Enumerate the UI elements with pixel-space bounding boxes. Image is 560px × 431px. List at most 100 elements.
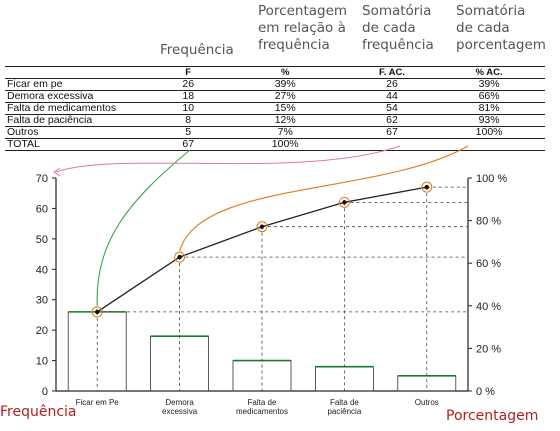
right-axis-tick-label: 80 %: [476, 216, 501, 228]
somatoria-porcentagem-line-2: de cada: [456, 20, 510, 36]
somatoria-frequencia-header: Somatória de cada frequência: [362, 3, 434, 54]
bar-outline: [150, 335, 210, 392]
table-cell: 27%: [219, 90, 351, 103]
right-axis-tick-label: 0 %: [476, 386, 495, 398]
right-axis-tick-label: 20 %: [476, 343, 501, 355]
table-header-row: F % F. AC. % AC.: [5, 66, 545, 79]
table-header-cell: F: [156, 66, 220, 79]
table-total-row: TOTAL 67 100%: [5, 138, 545, 151]
annotation-curves: [53, 145, 469, 306]
annotation-arrowhead: [53, 167, 61, 177]
table-cell: Outros: [5, 126, 157, 139]
table-cell: Demora excessiva: [5, 90, 157, 103]
cumulative-point: [424, 184, 429, 190]
table-cell: 54: [350, 102, 434, 115]
left-axis-tick-label: 10: [36, 356, 48, 368]
annotation-curve-orange: [179, 145, 469, 252]
table-cell: 39%: [219, 78, 351, 91]
left-axis-tick-label: 30: [36, 295, 48, 307]
somatoria-frequencia-line-1: Somatória: [362, 3, 432, 19]
somatoria-frequencia-line-3: frequência: [362, 37, 434, 53]
category-label: Outros: [415, 398, 439, 407]
chart-cumulative-line: [91, 181, 433, 318]
category-label-line: excessiva: [162, 407, 198, 416]
left-axis-tick-label: 50: [36, 234, 48, 246]
table-cell: 5: [156, 126, 220, 139]
table-cell: 26: [156, 78, 220, 91]
table-cell: 66%: [433, 90, 545, 103]
porcentagem-header-line-3: frequência: [258, 37, 330, 53]
chart-axes: 0 10 20 30 40 50 60 70 0 % 20 % 40 % 60 % 80 % 100 %: [36, 173, 508, 398]
table-cell: 100%: [433, 126, 545, 139]
table-cell: 12%: [219, 114, 351, 127]
cumulative-point-highlight: [338, 196, 350, 208]
category-label-line: medicamentos: [236, 407, 288, 416]
table-header-cell: %: [219, 66, 351, 79]
table-cell: 8: [156, 114, 220, 127]
cumulative-point: [95, 309, 100, 315]
category-label: Falta de paciência: [327, 398, 361, 416]
cumulative-point: [177, 254, 182, 260]
table-cell: 44: [350, 90, 434, 103]
table-cell: 93%: [433, 114, 545, 127]
left-axis-tick-label: 60: [36, 203, 48, 215]
cumulative-point-highlight: [91, 306, 103, 318]
table-cell: Ficar em pe: [5, 78, 157, 91]
left-axis-tick-label: 40: [36, 264, 48, 276]
category-label-line: Falta de: [330, 398, 359, 407]
left-axis-tick-label: 20: [36, 325, 48, 337]
table-cell: 67: [350, 126, 434, 139]
table-row: Demora excessiva 18 27% 44 66%: [5, 90, 545, 103]
porcentagem-header-line-2: em relação à: [258, 20, 346, 36]
table-cell: 100%: [219, 138, 351, 151]
category-label-line: paciência: [327, 407, 361, 416]
left-axis-tick-label: 0: [42, 386, 48, 398]
category-label: Demora excessiva: [162, 398, 198, 416]
somatoria-frequencia-line-2: de cada: [362, 20, 416, 36]
table-cell: [350, 138, 434, 151]
category-label-line: Demora: [165, 398, 194, 407]
table-header-cell: [5, 66, 157, 79]
table-cell: 7%: [219, 126, 351, 139]
cumulative-point-highlight: [174, 251, 186, 263]
table-row: Ficar em pe 26 39% 26 39%: [5, 78, 545, 91]
table-row: Falta de medicamentos 10 15% 54 81%: [5, 102, 545, 115]
porcentagem-header-line-1: Porcentagem: [258, 3, 348, 19]
pareto-table: F % F. AC. % AC. Ficar em pe 26 39% 26 3…: [5, 66, 545, 151]
somatoria-porcentagem-line-3: porcentagem: [456, 37, 546, 53]
table-cell: TOTAL: [5, 138, 157, 151]
frequencia-header: Frequência: [160, 42, 234, 58]
porcentagem-header: Porcentagem em relação à frequência: [258, 3, 347, 54]
category-label: Falta de medicamentos: [236, 398, 288, 416]
category-label-line: Outros: [415, 398, 439, 407]
somatoria-porcentagem-line-1: Somatória: [456, 3, 526, 19]
somatoria-porcentagem-header: Somatória de cada porcentagem: [456, 3, 546, 54]
right-axis-tick-label: 40 %: [476, 301, 501, 313]
cumulative-point: [259, 224, 265, 229]
left-axis-label: Frequência: [0, 404, 77, 420]
table-cell: [433, 138, 545, 151]
annotation-curve-green: [96, 149, 191, 306]
table-cell: 67: [156, 138, 220, 151]
cumulative-point-highlight: [256, 221, 268, 233]
cumulative-point-highlight: [421, 181, 433, 193]
table-cell: Falta de paciência: [5, 114, 157, 127]
category-label-line: Falta de: [248, 398, 277, 407]
table-cell: Falta de medicamentos: [5, 102, 157, 115]
cumulative-point: [342, 200, 347, 205]
table-row: Outros 5 7% 67 100%: [5, 126, 545, 139]
table-cell: 62: [350, 114, 434, 127]
left-axis-tick-label: 70: [36, 173, 48, 185]
table-cell: 26: [350, 78, 434, 91]
table-cell: 39%: [433, 78, 545, 91]
chart-guides: [96, 186, 468, 391]
right-axis-tick-label: 100 %: [476, 173, 507, 185]
table-cell: 18: [156, 90, 220, 103]
table-cell: 10: [156, 102, 220, 115]
category-label: Ficar em Pe: [76, 398, 120, 407]
table-cell: 15%: [219, 102, 351, 115]
table-header-cell: % AC.: [433, 66, 545, 79]
annotation-curve-pink: [55, 145, 401, 173]
